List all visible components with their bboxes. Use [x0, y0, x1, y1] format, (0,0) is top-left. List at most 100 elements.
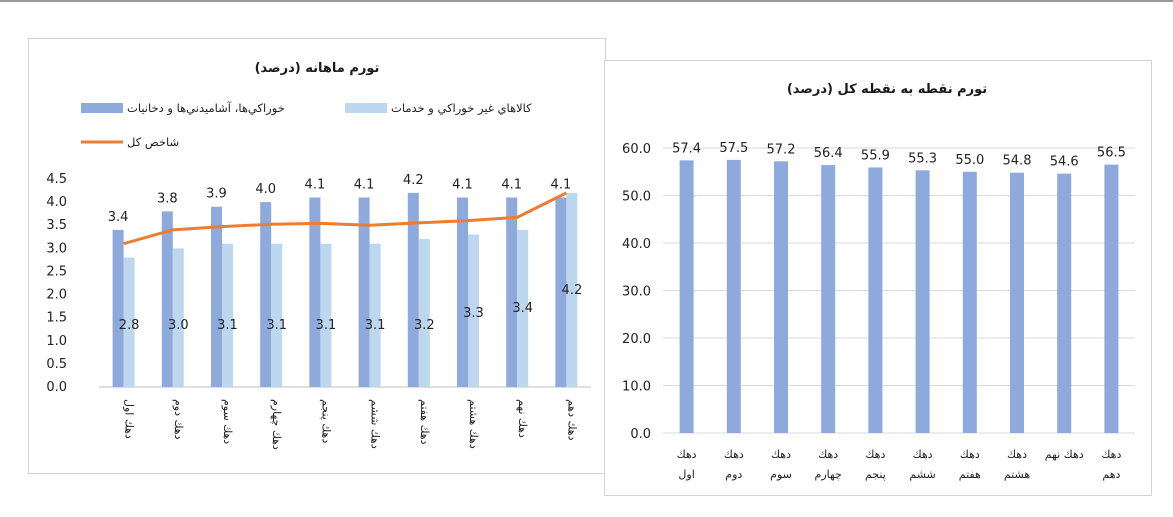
chart-title: تورم ماهانه (درصد)	[255, 61, 380, 76]
x-category-label-line1: دهك	[1101, 448, 1121, 461]
y-tick-label: 2.0	[46, 288, 67, 303]
y-tick-label: 2.5	[46, 264, 67, 279]
bar-nonfood	[369, 243, 381, 387]
x-category-label: دهك اول	[123, 399, 136, 439]
bar-nonfood	[123, 257, 135, 387]
y-tick-label: 50.0	[622, 190, 651, 205]
y-tick-label: 4.5	[46, 172, 67, 187]
bar-total	[962, 171, 977, 433]
x-category-label-line1: دهك نهم	[1045, 448, 1084, 461]
bar-total	[774, 161, 788, 434]
bar-nonfood	[418, 239, 430, 387]
data-label-nonfood: 3.1	[217, 318, 238, 333]
bar-food	[161, 211, 173, 387]
x-category-label-line2: دوم	[725, 468, 742, 481]
bar-total	[726, 159, 741, 433]
y-tick-label: 0.0	[46, 380, 67, 395]
x-category-label: دهك هفتم	[418, 399, 431, 445]
x-category-label-line2: هشتم	[1004, 468, 1030, 481]
data-label: 57.2	[767, 142, 796, 157]
y-tick-label: 3.5	[46, 218, 67, 233]
data-label-nonfood: 3.0	[168, 318, 189, 333]
data-label-food: 4.2	[403, 173, 424, 188]
point-to-point-inflation-chart-panel: تورم نقطه به نقطه کل (درصد) 60.0 50.0 40.0 3…	[604, 60, 1152, 496]
y-tick-label: 1.5	[46, 311, 67, 326]
data-label-nonfood: 3.1	[365, 318, 386, 333]
data-label: 54.6	[1050, 155, 1079, 170]
series-line-total	[123, 191, 568, 246]
x-category-label-line1: دهك	[1007, 448, 1027, 461]
bar-food	[555, 197, 567, 387]
x-category-label-line2: دهم	[1102, 468, 1120, 481]
x-category-label-line1: دهك	[818, 448, 838, 461]
bar-total	[915, 170, 930, 433]
data-label-nonfood: 2.8	[119, 318, 140, 333]
y-tick-label: 0.5	[46, 357, 67, 372]
bar-food	[358, 197, 370, 387]
x-category-label-line1: دهك	[865, 448, 885, 461]
data-label: 55.9	[861, 148, 890, 163]
legend-swatch-food	[81, 103, 123, 113]
data-label: 57.4	[672, 141, 701, 156]
bar-food	[309, 197, 321, 387]
data-label-food: 3.9	[206, 187, 227, 202]
data-label-food: 4.1	[354, 177, 375, 192]
bar-food	[260, 202, 272, 387]
x-category-label-line1: دهك	[960, 448, 980, 461]
x-category-label: دهك دوم	[172, 399, 185, 440]
data-label-nonfood: 3.4	[512, 301, 533, 316]
x-category-label: دهك هشتم	[467, 399, 480, 449]
x-category-label-line1: دهك	[724, 448, 744, 461]
bar-total	[821, 165, 836, 433]
x-category-label: دهك نهم	[516, 399, 529, 438]
data-label: 57.5	[719, 141, 748, 156]
y-tick-label: 10.0	[622, 380, 651, 395]
monthly-inflation-chart-panel: تورم ماهانه (درصد) خوراكي‌ها، آشاميدني‌ها…	[28, 38, 606, 474]
data-label-nonfood: 3.1	[266, 318, 287, 333]
bar-nonfood	[320, 243, 332, 387]
x-category-label-line2: ششم	[909, 468, 935, 481]
legend-label-total: شاخص كل	[127, 135, 179, 150]
data-label-food: 4.0	[255, 182, 276, 197]
point-to-point-inflation-chart: تورم نقطه به نقطه کل (درصد) 60.0 50.0 40.0 3…	[622, 82, 1135, 481]
y-tick-label: 60.0	[622, 142, 651, 157]
x-category-label: دهك سوم	[221, 399, 234, 444]
data-label: 55.3	[908, 151, 937, 166]
x-category-label-line2: چهارم	[815, 468, 842, 481]
x-category-label-line1: دهك	[771, 448, 791, 461]
y-tick-label: 40.0	[622, 237, 651, 252]
data-label-food: 4.1	[452, 177, 473, 192]
data-label: 56.4	[814, 146, 843, 161]
data-label-nonfood: 3.2	[414, 318, 435, 333]
bar-total	[1057, 173, 1072, 433]
bar-nonfood	[172, 248, 184, 387]
top-border-line	[0, 0, 1173, 2]
data-label-food: 3.8	[157, 191, 178, 206]
y-tick-label: 4.0	[46, 195, 67, 210]
bar-nonfood	[566, 192, 578, 387]
x-category-label: دهك ششم	[369, 399, 382, 449]
y-tick-label: 20.0	[622, 332, 651, 347]
legend-label-food: خوراكي‌ها، آشاميدني‌ها و دخانيات	[127, 101, 285, 116]
bar-total	[1104, 164, 1119, 433]
chart-title: تورم نقطه به نقطه کل (درصد)	[787, 82, 987, 97]
legend-swatch-nonfood	[345, 103, 387, 113]
bar-nonfood	[271, 243, 283, 387]
data-label-food: 4.1	[551, 177, 572, 192]
data-label: 55.0	[955, 153, 984, 168]
x-category-label-line2: هفتم	[959, 468, 981, 481]
data-label: 56.5	[1097, 146, 1126, 161]
x-category-label: دهك پنجم	[319, 399, 332, 443]
monthly-inflation-chart: تورم ماهانه (درصد) خوراكي‌ها، آشاميدني‌ها…	[46, 61, 591, 450]
legend-label-nonfood: كالاهاي غير خوراكي و خدمات	[391, 101, 532, 116]
data-label-food: 3.4	[108, 210, 129, 225]
data-label-food: 4.1	[501, 177, 522, 192]
bar-nonfood	[517, 229, 529, 387]
data-label-nonfood: 4.2	[562, 283, 583, 298]
x-category-label: دهك چهارم	[270, 399, 283, 450]
x-category-label-line2: پنجم	[865, 468, 886, 481]
data-label-nonfood: 3.1	[316, 318, 337, 333]
x-category-label: دهك دهم	[565, 399, 578, 441]
y-tick-label: 0.0	[630, 427, 651, 442]
y-tick-label: 30.0	[622, 285, 651, 300]
